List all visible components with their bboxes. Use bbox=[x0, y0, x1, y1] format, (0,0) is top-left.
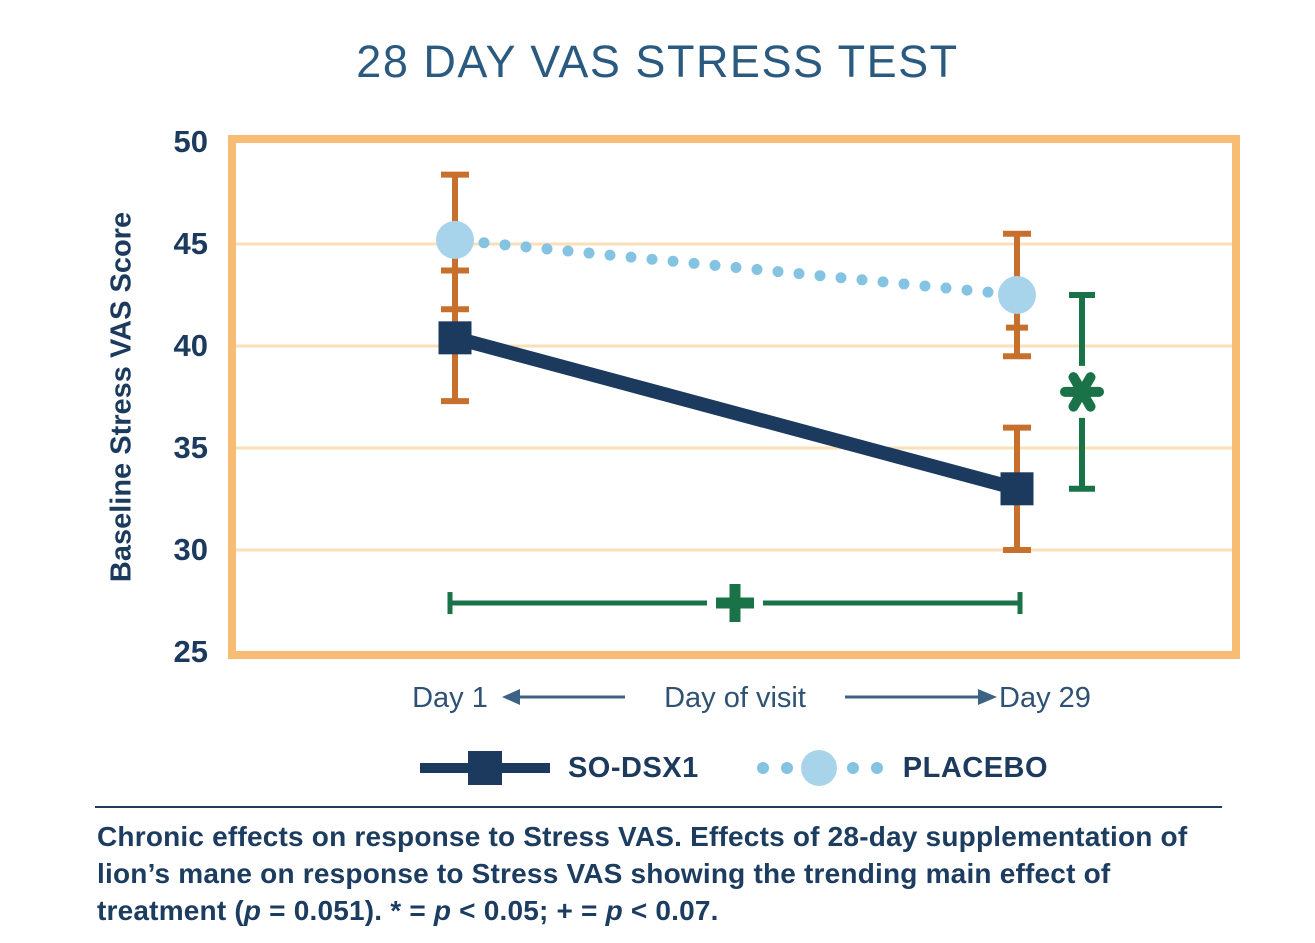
legend-label-so-dsx1: SO-DSX1 bbox=[567, 751, 699, 784]
figure-caption: Chronic effects on response to Stress VA… bbox=[97, 818, 1235, 929]
y-tick-label: 25 bbox=[173, 634, 208, 669]
placebo-dot bbox=[730, 261, 742, 273]
placebo-dot bbox=[751, 264, 763, 276]
caption-segment: = 0.051). * = bbox=[261, 895, 434, 926]
placebo-dot bbox=[520, 241, 532, 253]
placebo-dot bbox=[604, 249, 616, 261]
y-tick-label: 50 bbox=[173, 124, 208, 159]
legend-item-placebo: PLACEBO bbox=[755, 748, 1048, 788]
left-arrow-icon bbox=[502, 689, 520, 705]
plot-box bbox=[228, 135, 1240, 659]
caption-p-italic: p bbox=[433, 895, 452, 926]
placebo-dot bbox=[793, 268, 805, 280]
placebo-dot bbox=[940, 282, 952, 294]
so-dsx1-line-swatch-icon bbox=[419, 751, 550, 785]
placebo-dot bbox=[646, 253, 658, 265]
y-tick-label: 35 bbox=[173, 430, 208, 465]
legend-label-placebo: PLACEBO bbox=[902, 751, 1049, 784]
y-tick-label: 30 bbox=[173, 532, 208, 567]
chart-title: 28 DAY VAS STRESS TEST bbox=[356, 36, 959, 87]
placebo-circle-marker bbox=[998, 276, 1036, 314]
so-dsx1-line bbox=[453, 331, 1019, 496]
so-dsx1-square-marker bbox=[1000, 472, 1034, 506]
caption-segment: Chronic effects on response to Stress VA… bbox=[97, 821, 1188, 926]
caption-p-italic: p bbox=[605, 895, 623, 926]
placebo-dot bbox=[478, 237, 490, 249]
placebo-dot bbox=[709, 259, 721, 271]
placebo-circle-marker bbox=[436, 220, 474, 259]
caption-divider bbox=[95, 806, 1222, 808]
placebo-dot bbox=[667, 255, 679, 267]
placebo-dot bbox=[625, 251, 637, 263]
x-tick-label-day29: Day 29 bbox=[999, 682, 1091, 714]
placebo-dot bbox=[919, 280, 931, 292]
caption-p-italic: p bbox=[243, 895, 262, 926]
legend: SO-DSX1 PLACEBO bbox=[228, 742, 1240, 794]
y-tick-label: 40 bbox=[173, 328, 208, 363]
asterisk-icon bbox=[1068, 372, 1096, 412]
placebo-dot bbox=[877, 276, 889, 288]
x-axis-title: Day of visit bbox=[664, 682, 806, 714]
x-tick-label-day1: Day 1 bbox=[412, 682, 488, 714]
placebo-dotted-swatch-icon bbox=[756, 750, 883, 786]
placebo-dot bbox=[562, 245, 574, 257]
placebo-dot bbox=[835, 272, 847, 284]
placebo-dot bbox=[583, 247, 595, 259]
caption-segment: < 0.07. bbox=[622, 895, 719, 926]
y-tick-label: 45 bbox=[173, 226, 208, 261]
placebo-dot bbox=[772, 266, 784, 278]
placebo-dot bbox=[982, 286, 994, 298]
placebo-dot bbox=[814, 270, 826, 282]
placebo-dot bbox=[541, 243, 553, 255]
caption-segment: < 0.05; + = bbox=[451, 895, 606, 926]
placebo-dot bbox=[898, 278, 910, 290]
placebo-dot bbox=[499, 239, 511, 251]
placebo-dot bbox=[688, 257, 700, 269]
legend-item-so-dsx1: SO-DSX1 bbox=[419, 748, 699, 788]
placebo-dot bbox=[856, 274, 868, 286]
so-dsx1-square-marker bbox=[438, 321, 472, 355]
right-arrow-icon bbox=[978, 689, 997, 705]
placebo-dot bbox=[961, 284, 973, 296]
